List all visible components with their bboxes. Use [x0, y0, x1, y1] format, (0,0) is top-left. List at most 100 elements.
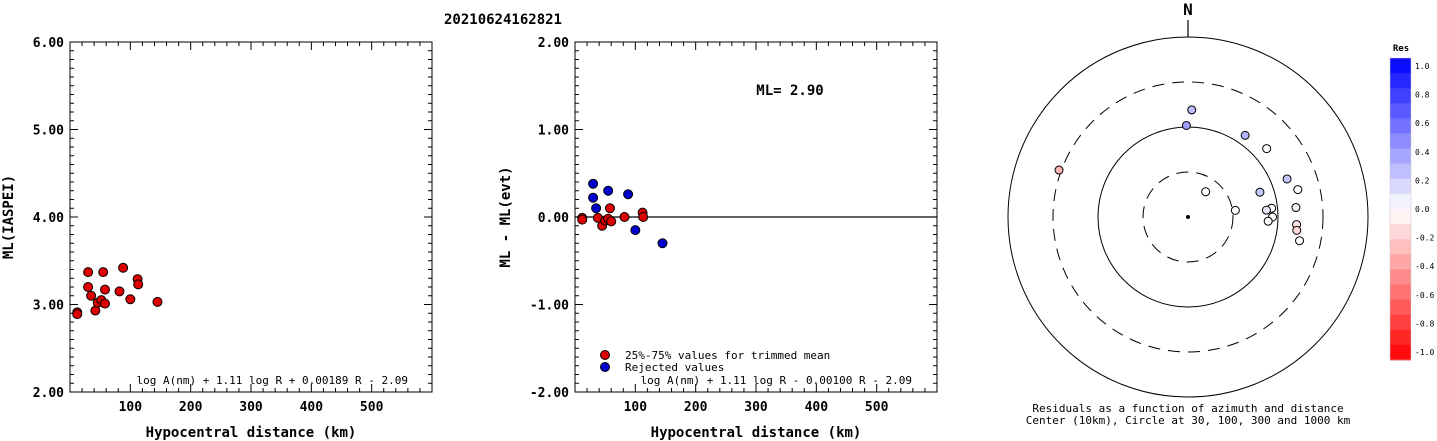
colorbar-cell	[1390, 269, 1411, 285]
data-point	[657, 238, 668, 249]
colorbar-tick-label: 1.0	[1415, 62, 1430, 71]
data-point	[588, 192, 599, 203]
y-tick-label: -1.00	[530, 299, 569, 314]
x-tick-label: 300	[239, 400, 263, 415]
station-marker	[1181, 120, 1191, 130]
y-tick-label: 5.00	[33, 124, 64, 139]
colorbar-cell	[1390, 163, 1411, 180]
north-label: N	[1183, 0, 1193, 19]
data-point	[619, 212, 630, 222]
station-marker	[1293, 185, 1303, 195]
epicenter-marker	[1186, 215, 1190, 219]
data-point	[630, 225, 641, 236]
data-point	[603, 185, 614, 196]
y-axis-label: ML(IASPEI)	[1, 175, 17, 259]
colorbar-cell	[1390, 118, 1411, 134]
x-tick-label: 400	[805, 400, 829, 415]
y-tick-label: 0.00	[538, 211, 569, 226]
data-point	[86, 290, 97, 301]
x-tick-label: 500	[360, 400, 384, 415]
station-marker	[1291, 203, 1301, 213]
colorbar-tick-label: 0.2	[1415, 176, 1430, 185]
formula-label: log A(nm) + 1.11 log R - 0.00100 R - 2.0…	[640, 374, 912, 387]
x-tick-label: 500	[865, 400, 889, 415]
colorbar-frame	[1389, 57, 1412, 361]
residual-vs-distance-plot: -2.00 -1.00 0.00 1.00 2.00 100 200 300 400 500 M…	[498, 36, 938, 441]
y-tick-label: 1.00	[538, 124, 569, 139]
data-point	[72, 309, 83, 320]
data-point	[152, 296, 163, 307]
colorbar-cell	[1390, 254, 1411, 270]
x-tick-label: 300	[744, 400, 768, 415]
legend-marker-rejected	[600, 362, 610, 372]
colorbar-tick-label: -0.2	[1415, 234, 1434, 243]
station-marker	[1282, 174, 1292, 184]
plot-frame	[69, 41, 433, 393]
colorbar-cell	[1390, 58, 1411, 74]
colorbar-cell	[1390, 329, 1411, 346]
residual-colorbar: Res 1.0 0.8 0.6 0.4 0.2 0.0 -0.2 -0.4 -0.6 -0.8 -1…	[1389, 44, 1434, 361]
colorbar-cell	[1390, 344, 1411, 361]
ml-annotation: ML= 2.90	[756, 83, 823, 99]
station-marker	[1230, 205, 1240, 215]
colorbar-tick-label: -0.4	[1415, 262, 1434, 271]
y-tick-label: 2.00	[538, 36, 569, 51]
circle-300km	[1052, 81, 1324, 353]
legend: 25%-75% values for trimmed mean Rejected…	[600, 349, 830, 374]
colorbar-tick-label: -0.8	[1415, 319, 1434, 328]
colorbar-cell	[1390, 193, 1411, 210]
colorbar-tick-label: -0.6	[1415, 291, 1434, 300]
legend-label-rejected: Rejected values	[625, 361, 724, 374]
data-point	[577, 214, 588, 225]
station-marker	[1292, 225, 1302, 235]
data-point	[588, 178, 599, 189]
y-tick-label: 3.00	[33, 299, 64, 314]
data-point	[83, 267, 94, 278]
colorbar-tick-label: 0.4	[1415, 148, 1430, 157]
circle-30km	[1142, 171, 1234, 263]
data-point	[99, 298, 110, 309]
colorbar-cell	[1390, 224, 1411, 240]
data-point	[83, 282, 94, 292]
colorbar-cell	[1390, 178, 1411, 195]
station-marker	[1187, 105, 1197, 115]
data-point	[133, 279, 144, 290]
y-tick-label: 2.00	[33, 386, 64, 401]
station-marker	[1262, 144, 1272, 154]
data-point	[623, 189, 634, 200]
colorbar-cell	[1390, 284, 1411, 301]
station-marker	[1261, 205, 1271, 215]
legend-marker-trimmed	[600, 350, 610, 360]
data-point	[118, 262, 129, 273]
x-tick-label: 100	[624, 400, 648, 415]
colorbar-cell	[1390, 73, 1411, 89]
figure-title: 20210624162821	[444, 12, 562, 28]
magnitude-vs-distance-plot: 2.00 3.00 4.00 5.00 6.00 100 200 300 400 500 ML(…	[1, 36, 433, 441]
formula-label: log A(nm) + 1.11 log R + 0.00189 R - 2.0…	[136, 374, 408, 387]
station-marker	[1263, 216, 1273, 226]
station-marker	[1255, 187, 1265, 197]
station-marker	[1240, 130, 1250, 140]
x-tick-label: 200	[684, 400, 708, 415]
colorbar-cell	[1390, 314, 1411, 331]
data-point	[638, 212, 649, 222]
caption-line-2: Center (10km), Circle at 30, 100, 300 an…	[1026, 414, 1351, 427]
y-tick-label: 4.00	[33, 211, 64, 226]
legend-label-trimmed: 25%-75% values for trimmed mean	[625, 349, 830, 362]
data-point	[99, 284, 110, 295]
colorbar-cell	[1390, 209, 1411, 225]
station-marker	[1201, 187, 1211, 197]
data-point	[125, 294, 136, 305]
colorbar-cell	[1390, 148, 1411, 165]
colorbar-cell	[1390, 103, 1411, 119]
colorbar-tick-label: -1.0	[1415, 348, 1434, 357]
x-tick-label: 200	[179, 400, 203, 415]
data-point	[606, 216, 617, 227]
data-point	[98, 267, 109, 278]
y-axis-label: ML - ML(evt)	[498, 166, 514, 267]
y-tick-label: 6.00	[33, 36, 64, 51]
x-axis-label: Hypocentral distance (km)	[146, 425, 357, 441]
station-marker	[1054, 165, 1064, 175]
data-point	[604, 203, 615, 214]
